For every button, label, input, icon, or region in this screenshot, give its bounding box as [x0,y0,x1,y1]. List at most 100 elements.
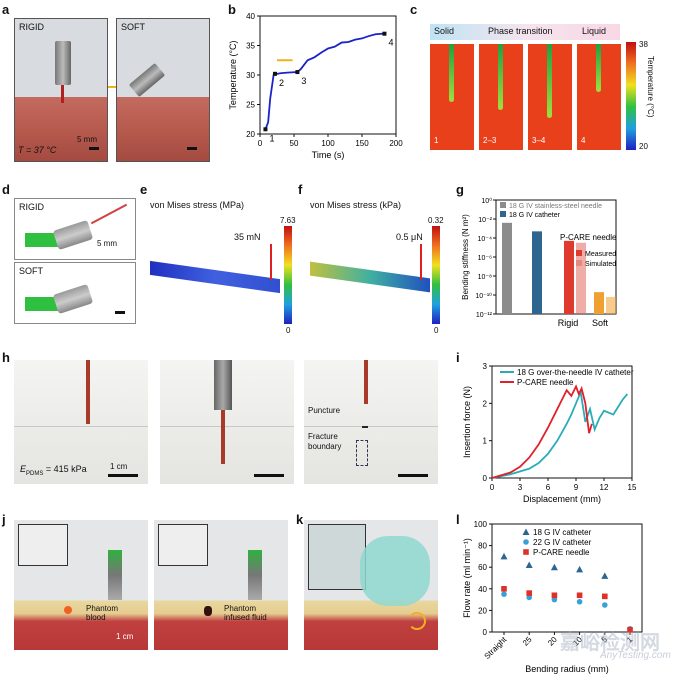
panel-label-d: d [2,182,10,197]
k-glove [360,536,430,606]
b-marker [382,31,387,36]
e-fea-beam [150,260,280,294]
l-point [576,598,583,605]
b-ylabel: Temperature (°C) [228,40,238,109]
panel-label-f: f [298,182,303,197]
f-force-arrow [420,244,422,280]
panel-label-b: b [228,2,236,17]
g-ylabel: Bending stiffness (N m²) [461,214,470,300]
b-annotation: 3 [301,76,306,86]
l-legend-label: 18 G IV catheter [533,528,592,537]
l-point [500,552,508,560]
i-xtick-label: 0 [490,483,495,492]
i-ytick-label: 1 [483,437,488,446]
l-ytick-label: 0 [483,628,488,637]
h-puncture-mark [362,426,368,428]
h-needle-2 [221,410,225,464]
g-ytick-label: 10⁻¹⁰ [475,292,492,300]
g-group-label: P-CARE needle [560,233,617,242]
b-annotation: 2 [279,78,284,88]
panel-label-l: l [456,512,460,527]
h-fracture-boundary [356,440,368,466]
l-axes-frame [491,523,643,633]
e-force-arrow [270,244,272,280]
b-xtick-label: 200 [389,139,403,148]
j-inset-1 [18,524,68,566]
j-fluid-label: Phantom infused fluid [224,604,267,622]
e-colorbar [284,226,292,324]
l-point [601,572,609,579]
d-scale-bar [115,311,125,314]
photo-d-rigid: RIGID 5 mm [14,198,136,260]
l-ytick-label: 20 [478,606,487,615]
h-needle-1 [86,360,90,424]
thermal-frame-label: 3–4 [532,136,546,145]
connector-green-soft [25,297,59,311]
d-soft-label: SOFT [19,266,43,276]
l-legend-swatch [523,539,529,545]
g-ytick-label: 10⁻⁴ [478,236,493,243]
thermal-needle [498,44,503,110]
h-scale-bar-2 [254,474,284,477]
l-xtick-label: 25 [521,635,534,648]
l-point [602,593,608,600]
i-xlabel: Displacement (mm) [523,494,601,504]
i-xtick-label: 15 [628,483,637,492]
rigid-needle [61,85,64,103]
l-point [501,591,507,597]
i-xtick-label: 6 [546,483,551,492]
photo-soft-tissue: SOFT [116,18,210,162]
chart-g: 10⁰ 10⁻² 10⁻⁴ 10⁻⁶ 10⁻⁸ 10⁻¹⁰ 10⁻¹² Bending sti… [461,197,617,328]
b-annotation: 4 [388,38,393,48]
b-xlabel: Time (s) [312,150,345,160]
l-point [576,592,583,599]
photo-d-soft: SOFT [14,262,136,324]
b-ytick-label: 40 [246,12,255,21]
g-sublegend-label: Measured [585,251,616,258]
b-ytick-label: 30 [246,71,255,80]
b-marker [272,71,277,76]
j-syringe-2 [248,550,262,600]
b-ytick-label: 35 [246,42,255,51]
i-legend-label: P-CARE needle [517,378,574,387]
thermal-frame: 4 [577,44,621,150]
l-xtick-label: 1 [625,635,635,645]
phase-liquid: Liquid [582,26,607,36]
colorbar-max: 38 [639,40,648,49]
l-xlabel: Bending radius (mm) [525,664,609,674]
thermal-frame: 3–4 [528,44,572,150]
needle-holder [55,41,71,85]
i-series-line [491,384,593,479]
l-point [551,596,558,603]
b-ytick-label: 25 [246,101,255,110]
photo-k [304,520,438,650]
g-bar [576,242,586,314]
panel-label-k: k [296,512,304,527]
panel-label-g: g [456,182,464,197]
j-blood-label: Phantom blood [86,604,119,622]
e-max: 7.63 [280,216,296,225]
b-annotation: 1 [269,133,274,143]
l-point [602,602,608,608]
g-ytick-label: 10⁻¹² [476,312,493,319]
l-legend-label: 22 G IV catheter [533,538,592,547]
thermal-frame: 1 [430,44,474,150]
photo-rigid-tissue: RIGID T = 37 °C 5 mm [14,18,108,162]
rigid-label: RIGID [19,22,45,32]
l-point [501,586,507,592]
photo-h-3: Puncture Fracture boundary [304,360,438,484]
l-legend-swatch [522,528,530,535]
needle-holder-soft [128,62,166,98]
g-category-rigid: Rigid [558,318,579,328]
l-point [525,561,533,569]
f-min: 0 [434,326,439,335]
g-category-soft: Soft [592,318,609,328]
h-fracture: Fracture boundary [308,432,342,451]
thermal-frame: 2–3 [479,44,523,150]
thermal-needle [449,44,454,102]
b-marker [263,127,268,132]
g-bar [532,231,542,314]
h-scale-bar [108,474,138,477]
l-ytick-label: 100 [474,520,488,529]
